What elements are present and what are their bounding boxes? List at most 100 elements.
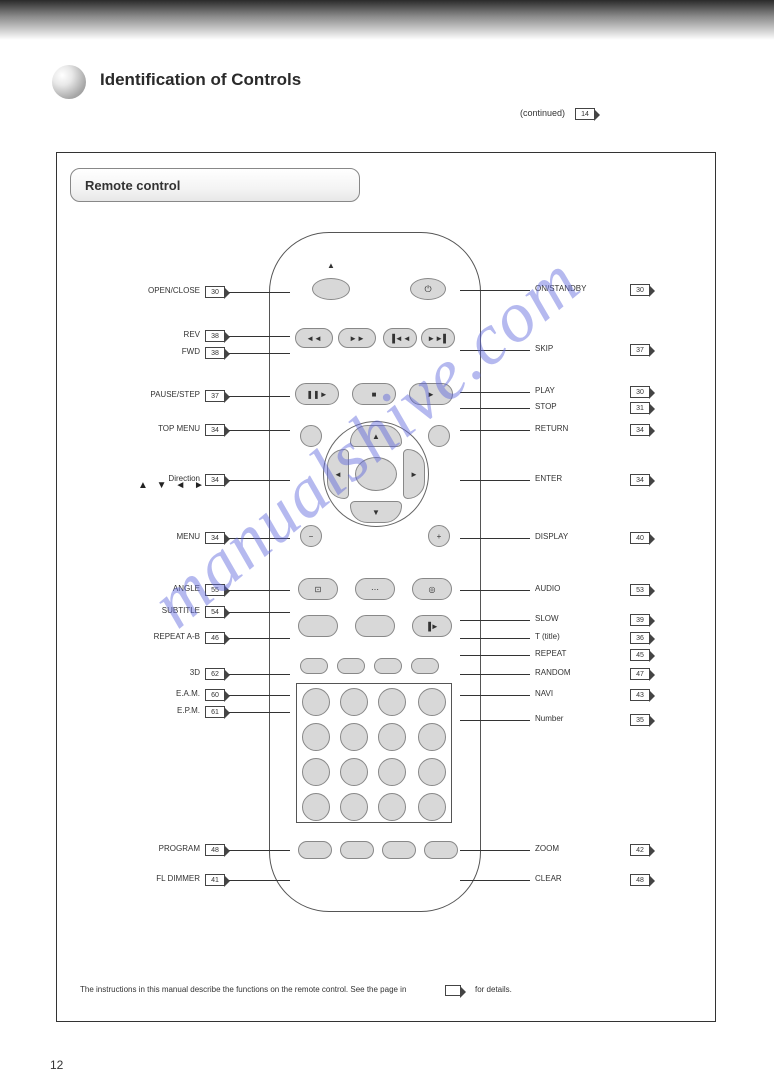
next-button[interactable]: ►►▌ <box>421 328 455 348</box>
num-10[interactable] <box>302 793 330 821</box>
slow-button[interactable]: ▐► <box>412 615 452 637</box>
page-ref-tag: 30 <box>205 286 225 298</box>
subtitle-button[interactable]: ⋯ <box>355 578 395 600</box>
top-gradient <box>0 0 774 40</box>
fwd-button[interactable]: ►► <box>338 328 376 348</box>
left-label: ANGLE <box>80 585 200 594</box>
power-icon: ⏻ <box>411 279 445 299</box>
num-9[interactable] <box>378 758 406 786</box>
num-ex1[interactable] <box>418 758 446 786</box>
left-label: FWD <box>80 348 200 357</box>
fwd-icon: ►► <box>339 329 375 347</box>
subtitle-icon: ⋯ <box>356 579 394 599</box>
open-close-button[interactable] <box>312 278 350 300</box>
return-button[interactable] <box>428 425 450 447</box>
display-button[interactable]: + <box>428 525 450 547</box>
title-button[interactable] <box>355 615 395 637</box>
top-menu-button[interactable] <box>300 425 322 447</box>
fl-dimmer-button[interactable] <box>340 841 374 859</box>
page-ref-tag: 34 <box>205 532 225 544</box>
rev-button[interactable]: ◄◄ <box>295 328 333 348</box>
dpad-down[interactable]: ▼ <box>350 501 402 523</box>
continued-label: (continued) <box>520 108 565 118</box>
leader-line <box>220 695 290 696</box>
leader-line <box>220 674 290 675</box>
pause-button[interactable]: ❚❚► <box>295 383 339 405</box>
num-6[interactable] <box>378 723 406 751</box>
power-button[interactable]: ⏻ <box>410 278 446 300</box>
leader-line <box>460 638 530 639</box>
leader-line <box>460 880 530 881</box>
page-ref-tag: 62 <box>205 668 225 680</box>
left-label: PAUSE/STEP <box>80 391 200 400</box>
left-label: E.P.M. <box>80 707 200 716</box>
continued-tag: 14 <box>575 108 595 120</box>
page-ref-tag: 30 <box>630 284 650 296</box>
left-label: E.A.M. <box>80 690 200 699</box>
leader-line <box>460 620 530 621</box>
footer-tag <box>445 985 461 996</box>
page-ref-tag: 40 <box>630 532 650 544</box>
page-ref-tag: 53 <box>630 584 650 596</box>
leader-line <box>220 396 290 397</box>
stop-button[interactable]: ■ <box>352 383 396 405</box>
page-ref-tag: 48 <box>205 844 225 856</box>
num-0[interactable] <box>340 793 368 821</box>
page-ref-tag: 38 <box>205 347 225 359</box>
num-4[interactable] <box>302 723 330 751</box>
zoom-button[interactable] <box>382 841 416 859</box>
page-ref-tag: 37 <box>630 344 650 356</box>
leader-line <box>220 538 290 539</box>
page-number: 12 <box>50 1058 63 1072</box>
page-ref-tag: 36 <box>630 632 650 644</box>
num-8[interactable] <box>340 758 368 786</box>
page-ref-tag: 37 <box>205 390 225 402</box>
leader-line <box>460 590 530 591</box>
leader-line <box>460 350 530 351</box>
enter-button[interactable] <box>355 457 397 491</box>
dpad-left[interactable]: ◄ <box>327 449 349 499</box>
plus-icon: + <box>429 526 449 546</box>
leader-line <box>220 880 290 881</box>
num-7[interactable] <box>302 758 330 786</box>
num-ex2[interactable] <box>418 793 446 821</box>
page-ref-tag: 30 <box>630 386 650 398</box>
epm-button[interactable] <box>374 658 402 674</box>
prev-button[interactable]: ▐◄◄ <box>383 328 417 348</box>
num-plus10[interactable] <box>378 793 406 821</box>
chevron-up-icon: ▲ <box>351 426 401 446</box>
leader-line <box>220 850 290 851</box>
play-icon: ► <box>410 384 452 404</box>
num-5[interactable] <box>340 723 368 751</box>
next-icon: ►►▌ <box>422 329 454 347</box>
leader-line <box>460 674 530 675</box>
eam-button[interactable] <box>337 658 365 674</box>
num-2[interactable] <box>340 688 368 716</box>
program-button[interactable] <box>298 841 332 859</box>
angle-button[interactable]: ⊡ <box>298 578 338 600</box>
section-box: Remote control <box>70 168 360 202</box>
left-label: FL DIMMER <box>80 875 200 884</box>
dpad-up[interactable]: ▲ <box>350 425 402 447</box>
footer-note-right: for details. <box>475 985 512 994</box>
dpad-right[interactable]: ► <box>403 449 425 499</box>
num-1[interactable] <box>302 688 330 716</box>
leader-line <box>220 612 290 613</box>
num-3[interactable] <box>378 688 406 716</box>
leader-line <box>460 538 530 539</box>
repeat-ab-button[interactable] <box>298 615 338 637</box>
page-ref-tag: 38 <box>205 330 225 342</box>
footer-note-left: The instructions in this manual describe… <box>80 985 440 994</box>
leader-line <box>460 695 530 696</box>
repeat-button[interactable] <box>411 658 439 674</box>
minus-icon: − <box>301 526 321 546</box>
3d-button[interactable] <box>300 658 328 674</box>
page-ref-tag: 48 <box>630 874 650 886</box>
navi-button[interactable] <box>418 723 446 751</box>
audio-button[interactable]: ◎ <box>412 578 452 600</box>
leader-line <box>460 655 530 656</box>
menu-button[interactable]: − <box>300 525 322 547</box>
chevron-right-icon: ► <box>404 450 424 498</box>
play-button[interactable]: ► <box>409 383 453 405</box>
clear-button[interactable] <box>424 841 458 859</box>
